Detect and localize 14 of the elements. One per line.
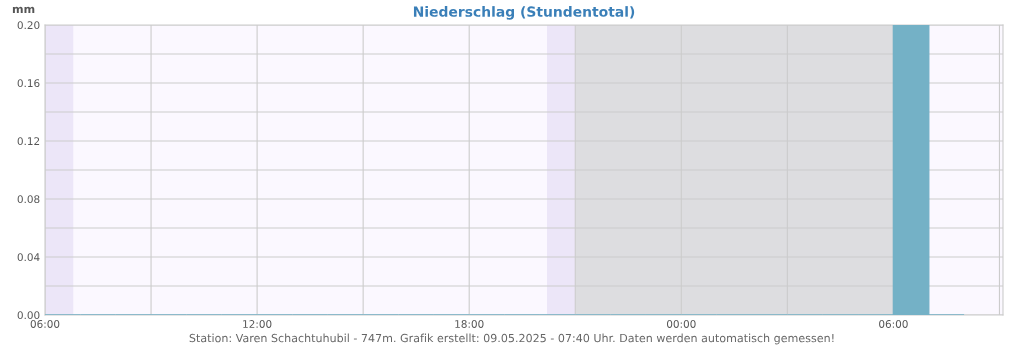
y-tick-label: 0.08 — [17, 195, 40, 204]
x-tick-label: 06:00 — [30, 320, 60, 328]
x-tick-label: 18:00 — [455, 320, 484, 328]
y-axis-title: mm — [12, 6, 35, 14]
x-tick-label: 12:00 — [243, 320, 272, 328]
y-tick-label: 0.04 — [17, 253, 40, 262]
y-tick-label: 0.00 — [17, 311, 40, 320]
x-tick-label: 06:00 — [879, 320, 908, 328]
chart-title: Niederschlag (Stundentotal) — [413, 6, 635, 20]
x-tick-label: 00:00 — [666, 320, 696, 328]
y-tick-label: 0.16 — [17, 79, 40, 88]
y-tick-label: 0.12 — [17, 137, 40, 146]
y-tick-label: 0.20 — [17, 21, 40, 30]
text: Station: Varen Schachtuhubil - 747m. Grafik erstellt: 09.05.2025 - 07:40 Uhr. Daten werden automatisch gemessen! — [189, 333, 834, 345]
